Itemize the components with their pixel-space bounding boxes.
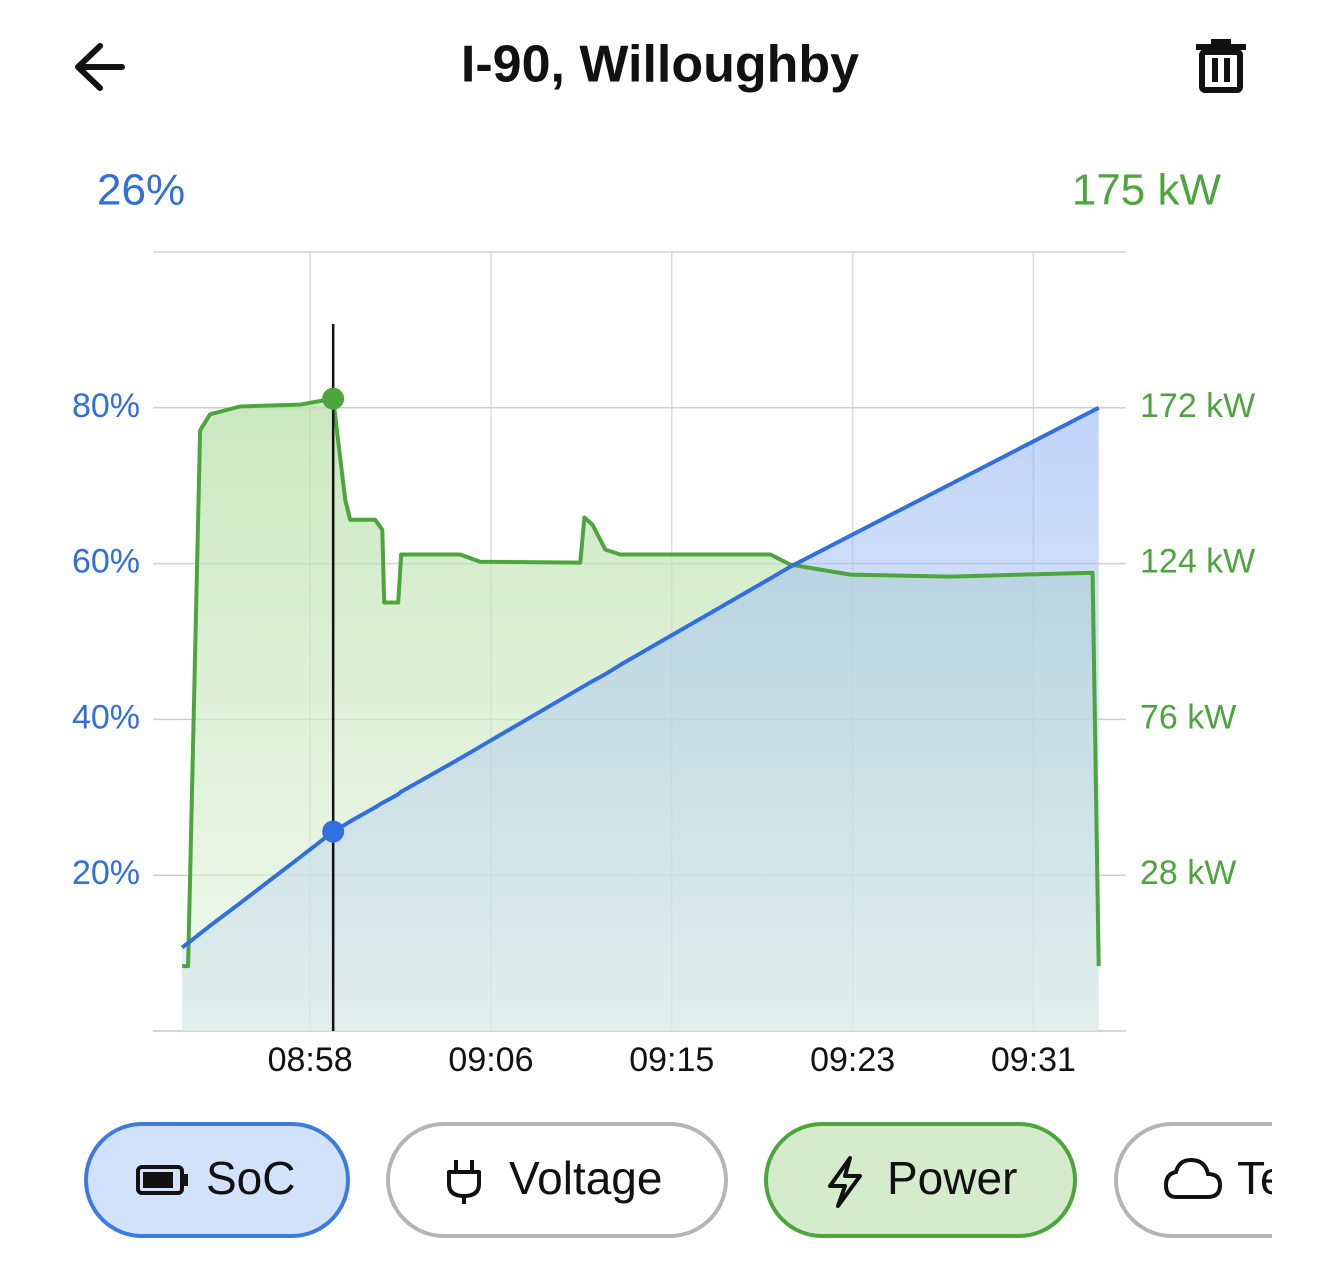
lines — [180, 324, 1101, 1031]
x-tick-label: 09:06 — [448, 1041, 533, 1079]
y2-tick-label: 28 kW — [1140, 854, 1236, 892]
delete-button[interactable] — [1196, 39, 1246, 93]
line — [180, 406, 1100, 950]
power-chip[interactable]: Power — [764, 1122, 1077, 1238]
cursor-point — [322, 820, 345, 843]
chart: 08:58 09:06 09:15 09:23 09:31 20% 40% 60% 80% 28 … — [72, 252, 1255, 1079]
y2-tick-label: 172 kW — [1140, 387, 1255, 425]
x-tick-label: 09:15 — [629, 1041, 714, 1079]
cursor-point — [322, 387, 345, 410]
power-readout: 175 kW — [1072, 166, 1222, 215]
y2-tick-label: 124 kW — [1140, 543, 1255, 581]
chip-label: Power — [887, 1152, 1017, 1204]
tick-labels: 08:58 09:06 09:15 09:23 09:31 20% 40% 60% 80% 28 … — [72, 387, 1255, 1079]
y2-tick-label: 76 kW — [1140, 698, 1236, 736]
y-tick-label: 80% — [72, 387, 140, 425]
chip-label: Voltage — [509, 1152, 662, 1204]
x-tick-label: 08:58 — [268, 1041, 353, 1079]
y-tick-label: 40% — [72, 698, 140, 736]
areas — [182, 398, 1099, 1031]
back-button[interactable] — [75, 43, 125, 91]
y-tick-label: 20% — [72, 854, 140, 892]
soc-chip[interactable]: SoC — [84, 1122, 350, 1238]
soc-readout: 26% — [97, 166, 185, 215]
line — [182, 396, 1101, 969]
area — [182, 407, 1099, 1031]
temperature-chip[interactable]: Te — [1114, 1122, 1320, 1238]
x-tick-label: 09:23 — [810, 1041, 895, 1079]
chip-label: Te — [1237, 1152, 1286, 1204]
x-tick-label: 09:31 — [991, 1041, 1076, 1079]
page-title: I-90, Willoughby — [461, 36, 859, 94]
voltage-chip[interactable]: Voltage — [386, 1122, 728, 1238]
chip-label: SoC — [206, 1152, 295, 1204]
y-tick-label: 60% — [72, 543, 140, 581]
